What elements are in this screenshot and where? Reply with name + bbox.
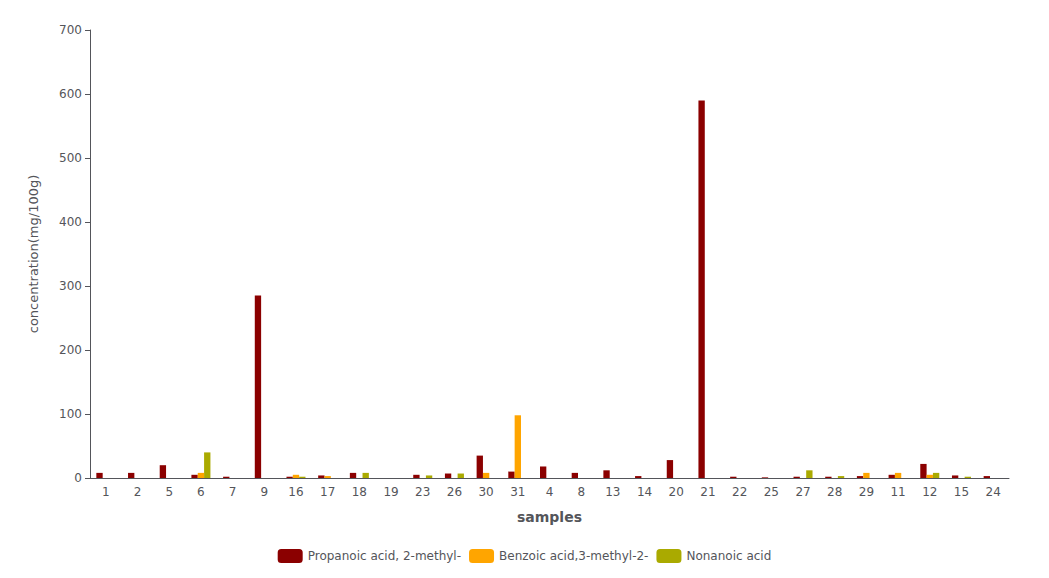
svg-text:12: 12 — [922, 485, 937, 499]
svg-text:Propanoic acid, 2-methyl-: Propanoic acid, 2-methyl- — [308, 549, 461, 563]
svg-text:400: 400 — [59, 215, 82, 229]
svg-text:600: 600 — [59, 87, 82, 101]
svg-text:25: 25 — [764, 485, 779, 499]
svg-text:17: 17 — [320, 485, 335, 499]
svg-text:8: 8 — [577, 485, 585, 499]
svg-text:Nonanoic acid: Nonanoic acid — [686, 549, 771, 563]
svg-text:22: 22 — [732, 485, 747, 499]
svg-text:100: 100 — [59, 407, 82, 421]
svg-text:200: 200 — [59, 343, 82, 357]
svg-text:15: 15 — [954, 485, 969, 499]
svg-text:26: 26 — [447, 485, 462, 499]
svg-text:24: 24 — [986, 485, 1001, 499]
svg-text:23: 23 — [415, 485, 430, 499]
svg-text:500: 500 — [59, 151, 82, 165]
svg-text:700: 700 — [59, 23, 82, 37]
svg-text:20: 20 — [669, 485, 684, 499]
svg-text:21: 21 — [700, 485, 715, 499]
svg-text:Benzoic acid,3-methyl-2-: Benzoic acid,3-methyl-2- — [499, 549, 648, 563]
svg-text:28: 28 — [827, 485, 842, 499]
svg-text:27: 27 — [795, 485, 810, 499]
svg-text:16: 16 — [288, 485, 303, 499]
svg-text:samples: samples — [517, 509, 582, 525]
svg-text:18: 18 — [352, 485, 367, 499]
svg-text:0: 0 — [74, 471, 82, 485]
svg-text:14: 14 — [637, 485, 652, 499]
svg-text:13: 13 — [605, 485, 620, 499]
svg-text:300: 300 — [59, 279, 82, 293]
svg-text:29: 29 — [859, 485, 874, 499]
svg-text:19: 19 — [383, 485, 398, 499]
svg-text:5: 5 — [165, 485, 173, 499]
svg-text:concentration(mg/100g): concentration(mg/100g) — [26, 175, 41, 334]
svg-text:31: 31 — [510, 485, 525, 499]
svg-text:2: 2 — [134, 485, 142, 499]
svg-text:4: 4 — [546, 485, 554, 499]
svg-text:30: 30 — [478, 485, 493, 499]
svg-text:11: 11 — [890, 485, 905, 499]
svg-text:9: 9 — [260, 485, 268, 499]
svg-text:6: 6 — [197, 485, 205, 499]
svg-text:7: 7 — [229, 485, 237, 499]
svg-text:1: 1 — [102, 485, 110, 499]
